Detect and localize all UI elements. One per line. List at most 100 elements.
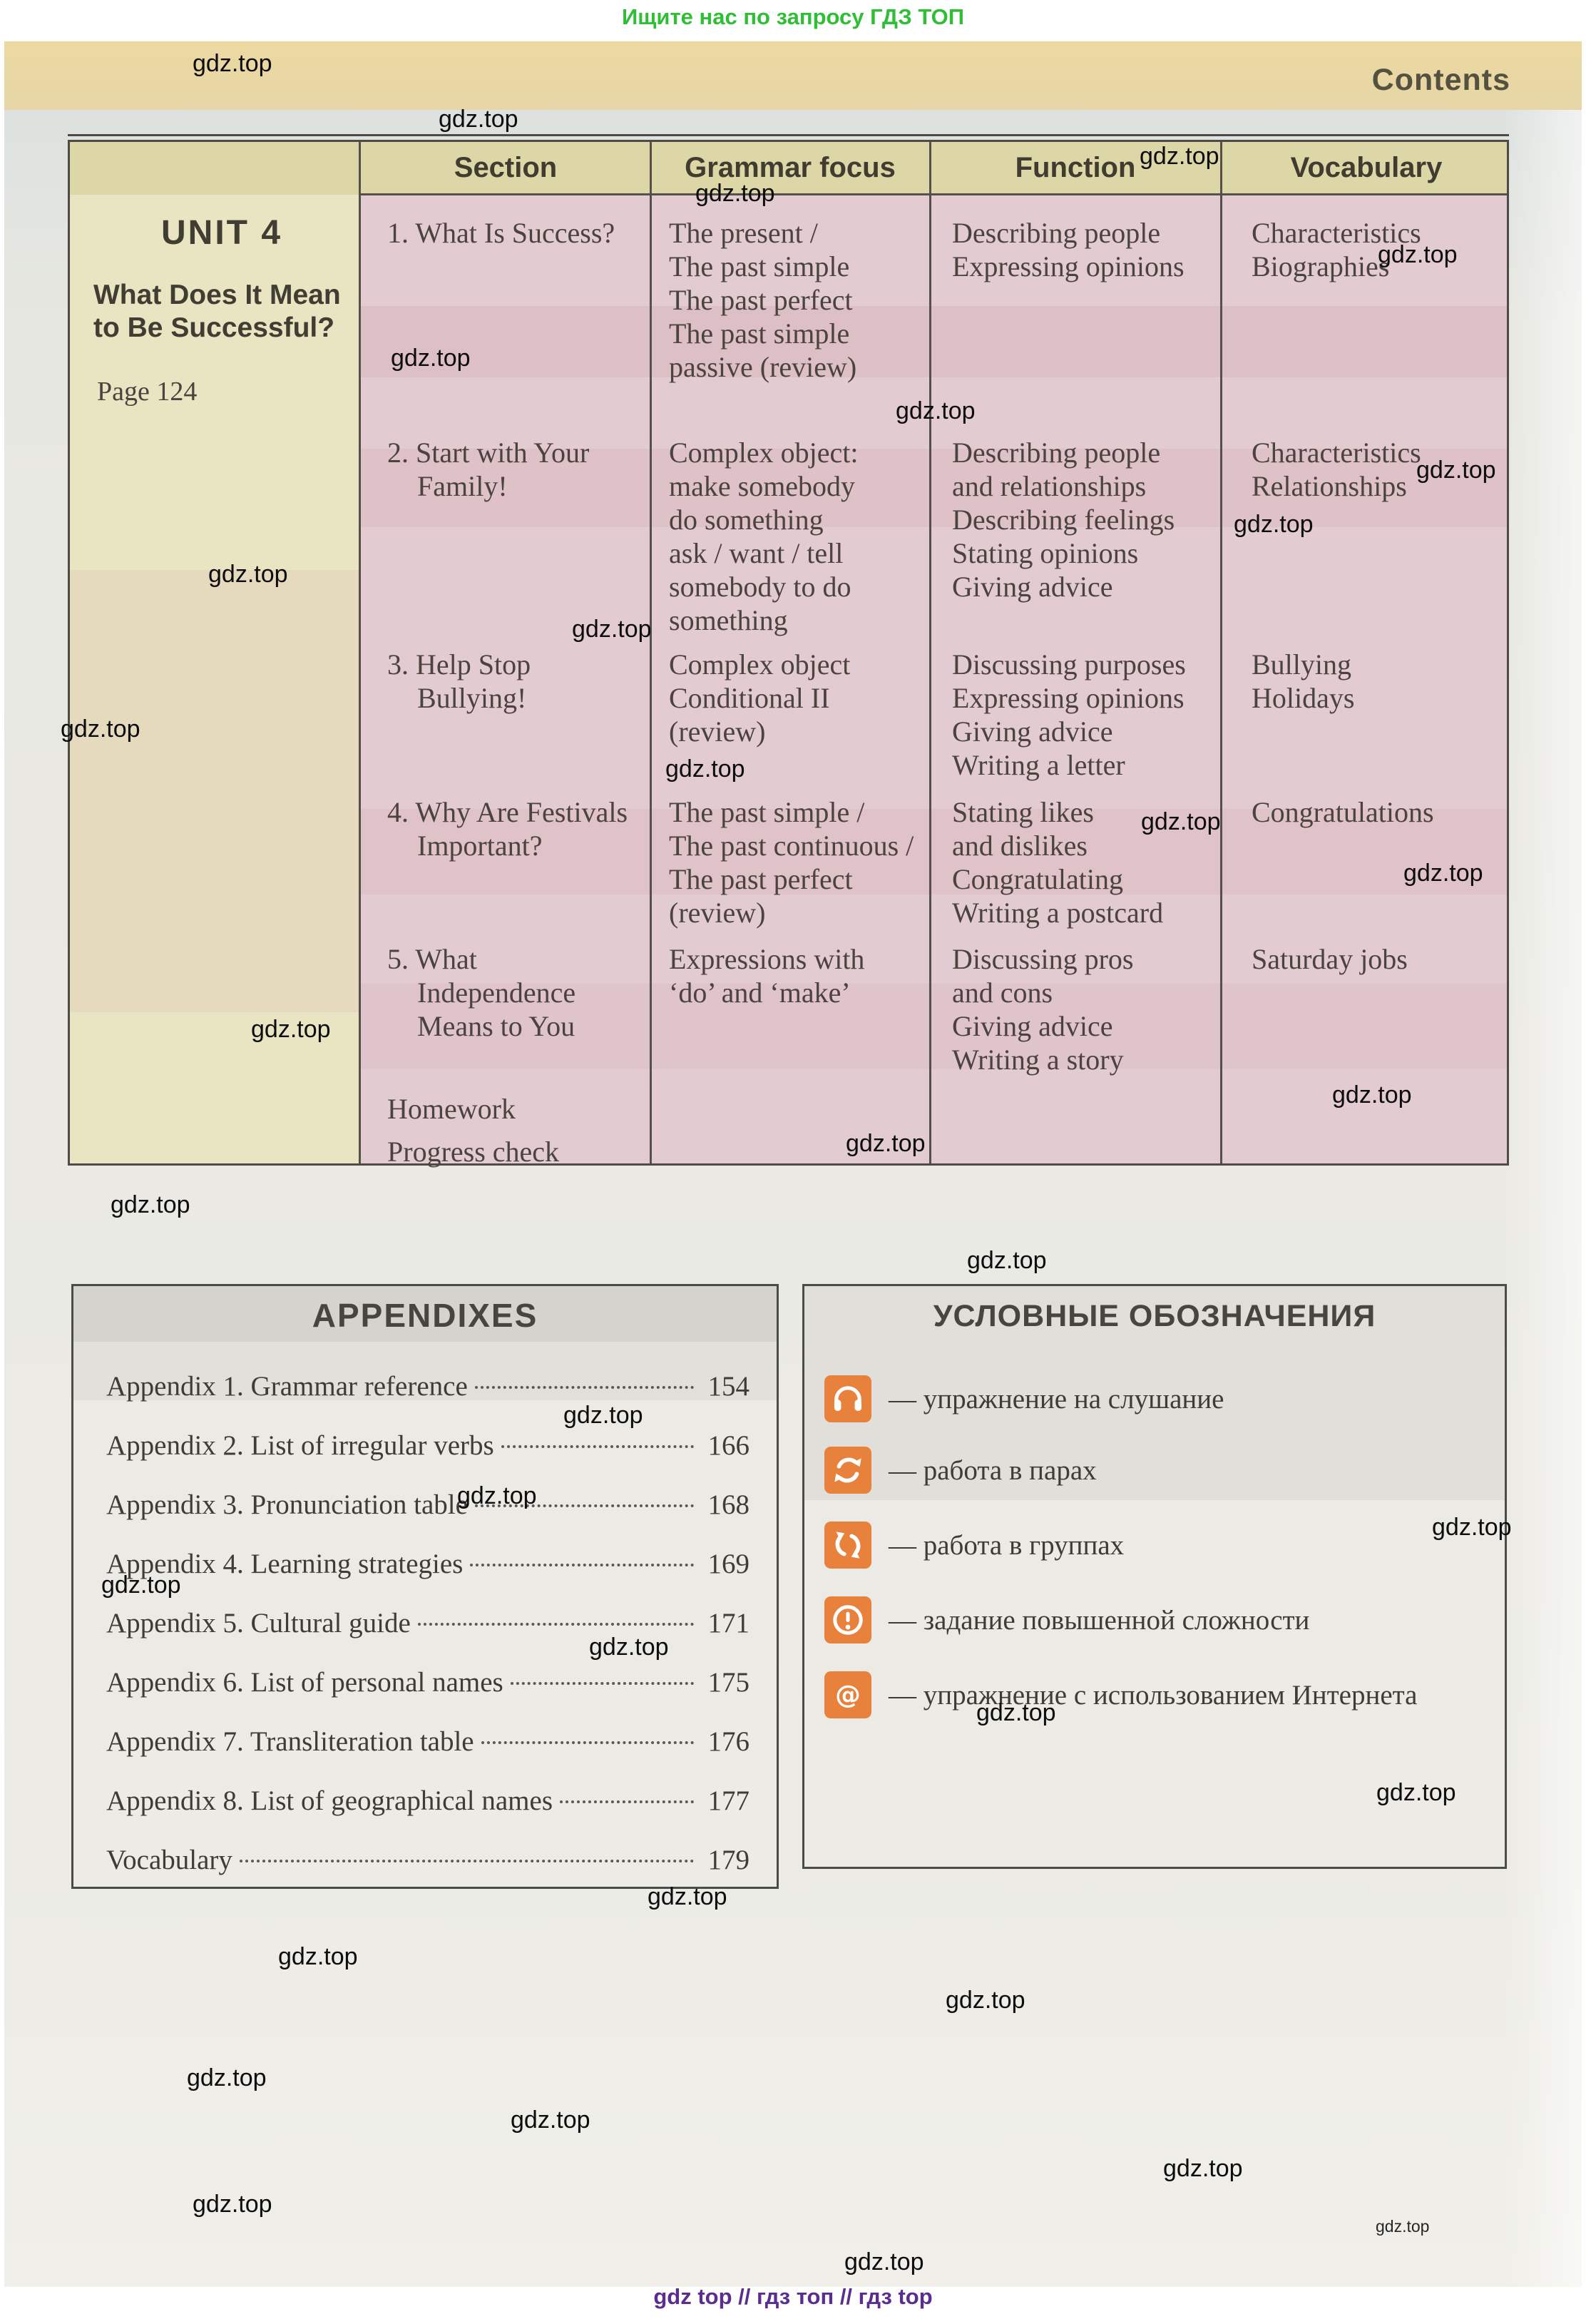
appendix-item: Appendix 6. List of personal names 175 [106,1666,749,1698]
watermark: gdz.top [589,1634,669,1661]
watermark: gdz.top [1378,241,1458,268]
appendix-page-number: 179 [707,1845,750,1875]
watermark: gdz.top [1416,457,1496,484]
legend-title: УСЛОВНЫЕ ОБОЗНАЧЕНИЯ [933,1299,1376,1333]
column-divider [359,142,361,1163]
group-work-icon [824,1522,871,1569]
appendix-page-number: 171 [707,1608,750,1638]
watermark: gdz.top [101,1571,181,1599]
dot-leader [510,1682,694,1685]
toc-cell-vocabulary-row4: Congratulations [1252,796,1434,828]
scan-stain [359,306,1507,377]
watermark: gdz.top [1140,143,1219,170]
column-divider [1220,142,1222,1163]
watermark: gdz.top [665,755,745,783]
watermark: gdz.top [1403,860,1483,887]
legend-label: — упражнение с использованием Интернета [889,1679,1418,1711]
toc-cell-vocabulary-row5: Saturday jobs [1252,943,1408,975]
contents-heading: Contents [1371,63,1510,97]
dot-leader [474,1504,694,1507]
watermark: gdz.top [208,561,288,588]
toc-cell-function-row3: Discussing purposes Expressing opinions … [952,648,1186,781]
svg-text:@: @ [835,1681,861,1710]
column-divider [650,142,652,1163]
toc-cell-function-row5: Discussing pros and cons Giving advice W… [952,943,1134,1076]
footer-links: gdz top // гдз топ // гдз top [653,2284,933,2309]
appendix-label: Appendix 1. Grammar reference [106,1371,468,1402]
appendix-page-number: 177 [707,1785,750,1816]
legend-item: — работа в группах [824,1522,1124,1569]
unit-page-ref: Page 124 [97,377,198,407]
watermark: gdz.top [967,1247,1047,1274]
appendix-label: Vocabulary [106,1845,232,1875]
page-right-edge [1503,110,1586,2287]
appendixes-title: APPENDIXES [312,1297,538,1334]
unit-title: UNIT 4 [161,214,283,252]
watermark: gdz.top [1234,511,1314,538]
column-header-vocabulary: Vocabulary [1290,152,1443,183]
legend-item: — упражнение на слушание [824,1375,1224,1422]
watermark: gdz.top [251,1016,331,1043]
legend-label: — задание повышенной сложности [889,1604,1310,1636]
column-header-grammar: Grammar focus [685,152,896,183]
appendix-item: Vocabulary 179 [106,1844,749,1876]
dot-leader [481,1741,694,1744]
dot-leader [501,1445,694,1448]
appendixes-title-band [73,1286,777,1342]
watermark: gdz.top [278,1943,358,1970]
toc-cell-section-row2: 2. Start with Your Family! [387,437,590,502]
legend-item: — работа в парах [824,1447,1097,1494]
toc-cell-section-row4: 4. Why Are Festivals Important? [387,796,628,862]
appendix-item: Appendix 1. Grammar reference 154 [106,1370,749,1402]
page-top-band [4,41,1582,110]
toc-cell-vocabulary-row2: Characteristics Relationships [1252,437,1421,502]
watermark: gdz.top [61,715,140,743]
promo-text: Ищите нас по запросу ГДЗ ТОП [621,4,964,29]
toc-cell-function-row2: Describing people and relationships Desc… [952,437,1175,603]
dot-leader [239,1860,694,1862]
column-divider [929,142,931,1163]
toc-cell-section-row1: 1. What Is Success? [387,217,615,249]
appendix-label: Appendix 4. Learning strategies [106,1549,464,1579]
legend-shade-band [804,1286,1505,1500]
watermark: gdz.top [457,1482,537,1509]
internet-icon: @ [824,1671,871,1718]
legend-item: @ — упражнение с использованием Интернета [824,1671,1417,1718]
appendix-page-number: 176 [707,1726,750,1757]
legend-label: — работа в парах [889,1454,1097,1486]
appendixes-box: APPENDIXES Appendix 1. Grammar reference… [71,1284,779,1889]
toc-cell-vocabulary-row3: Bullying Holidays [1252,648,1355,714]
watermark: gdz.top [511,2106,590,2134]
legend-label: — работа в группах [889,1529,1125,1561]
column-header-section: Section [454,152,558,183]
watermark: gdz.top [844,2248,924,2275]
header-underline [359,193,1507,195]
toc-row-progress-check: Progress check [387,1136,560,1168]
toc-row-homework: Homework [387,1093,516,1125]
table-header-band [70,142,1507,195]
watermark: gdz.top [563,1402,643,1429]
watermark: gdz.top [648,1883,727,1910]
toc-cell-function-row1: Describing people Expressing opinions [952,217,1185,282]
appendixes-shade-band [73,1342,777,1400]
appendix-item: Appendix 2. List of irregular verbs 166 [106,1429,749,1462]
watermark: gdz.top [193,50,272,77]
watermark: gdz.top [1163,2155,1243,2182]
appendix-item: Appendix 3. Pronunciation table 168 [106,1489,749,1521]
appendix-page-number: 154 [707,1371,750,1402]
appendix-label: Appendix 8. List of geographical names [106,1785,553,1816]
toc-cell-vocabulary-row1: Characteristics Biographies [1252,217,1421,282]
watermark: gdz.top [896,397,976,424]
appendix-item: Appendix 8. List of geographical names 17… [106,1785,749,1817]
legend-box: УСЛОВНЫЕ ОБОЗНАЧЕНИЯ — упражнение на слу… [802,1284,1507,1869]
appendix-page-number: 166 [707,1430,750,1461]
headphones-icon [824,1375,871,1422]
pair-work-icon [824,1447,871,1494]
appendix-label: Appendix 6. List of personal names [106,1667,503,1698]
watermark: gdz.top [391,345,471,372]
toc-cell-function-row4: Stating likes and dislikes Congratulatin… [952,796,1164,929]
appendix-item: Appendix 7. Transliteration table 176 [106,1726,749,1758]
toc-cell-section-row3: 3. Help Stop Bullying! [387,648,531,714]
appendix-label: Appendix 2. List of irregular verbs [106,1430,494,1461]
appendix-item: Appendix 4. Learning strategies 169 [106,1548,749,1580]
